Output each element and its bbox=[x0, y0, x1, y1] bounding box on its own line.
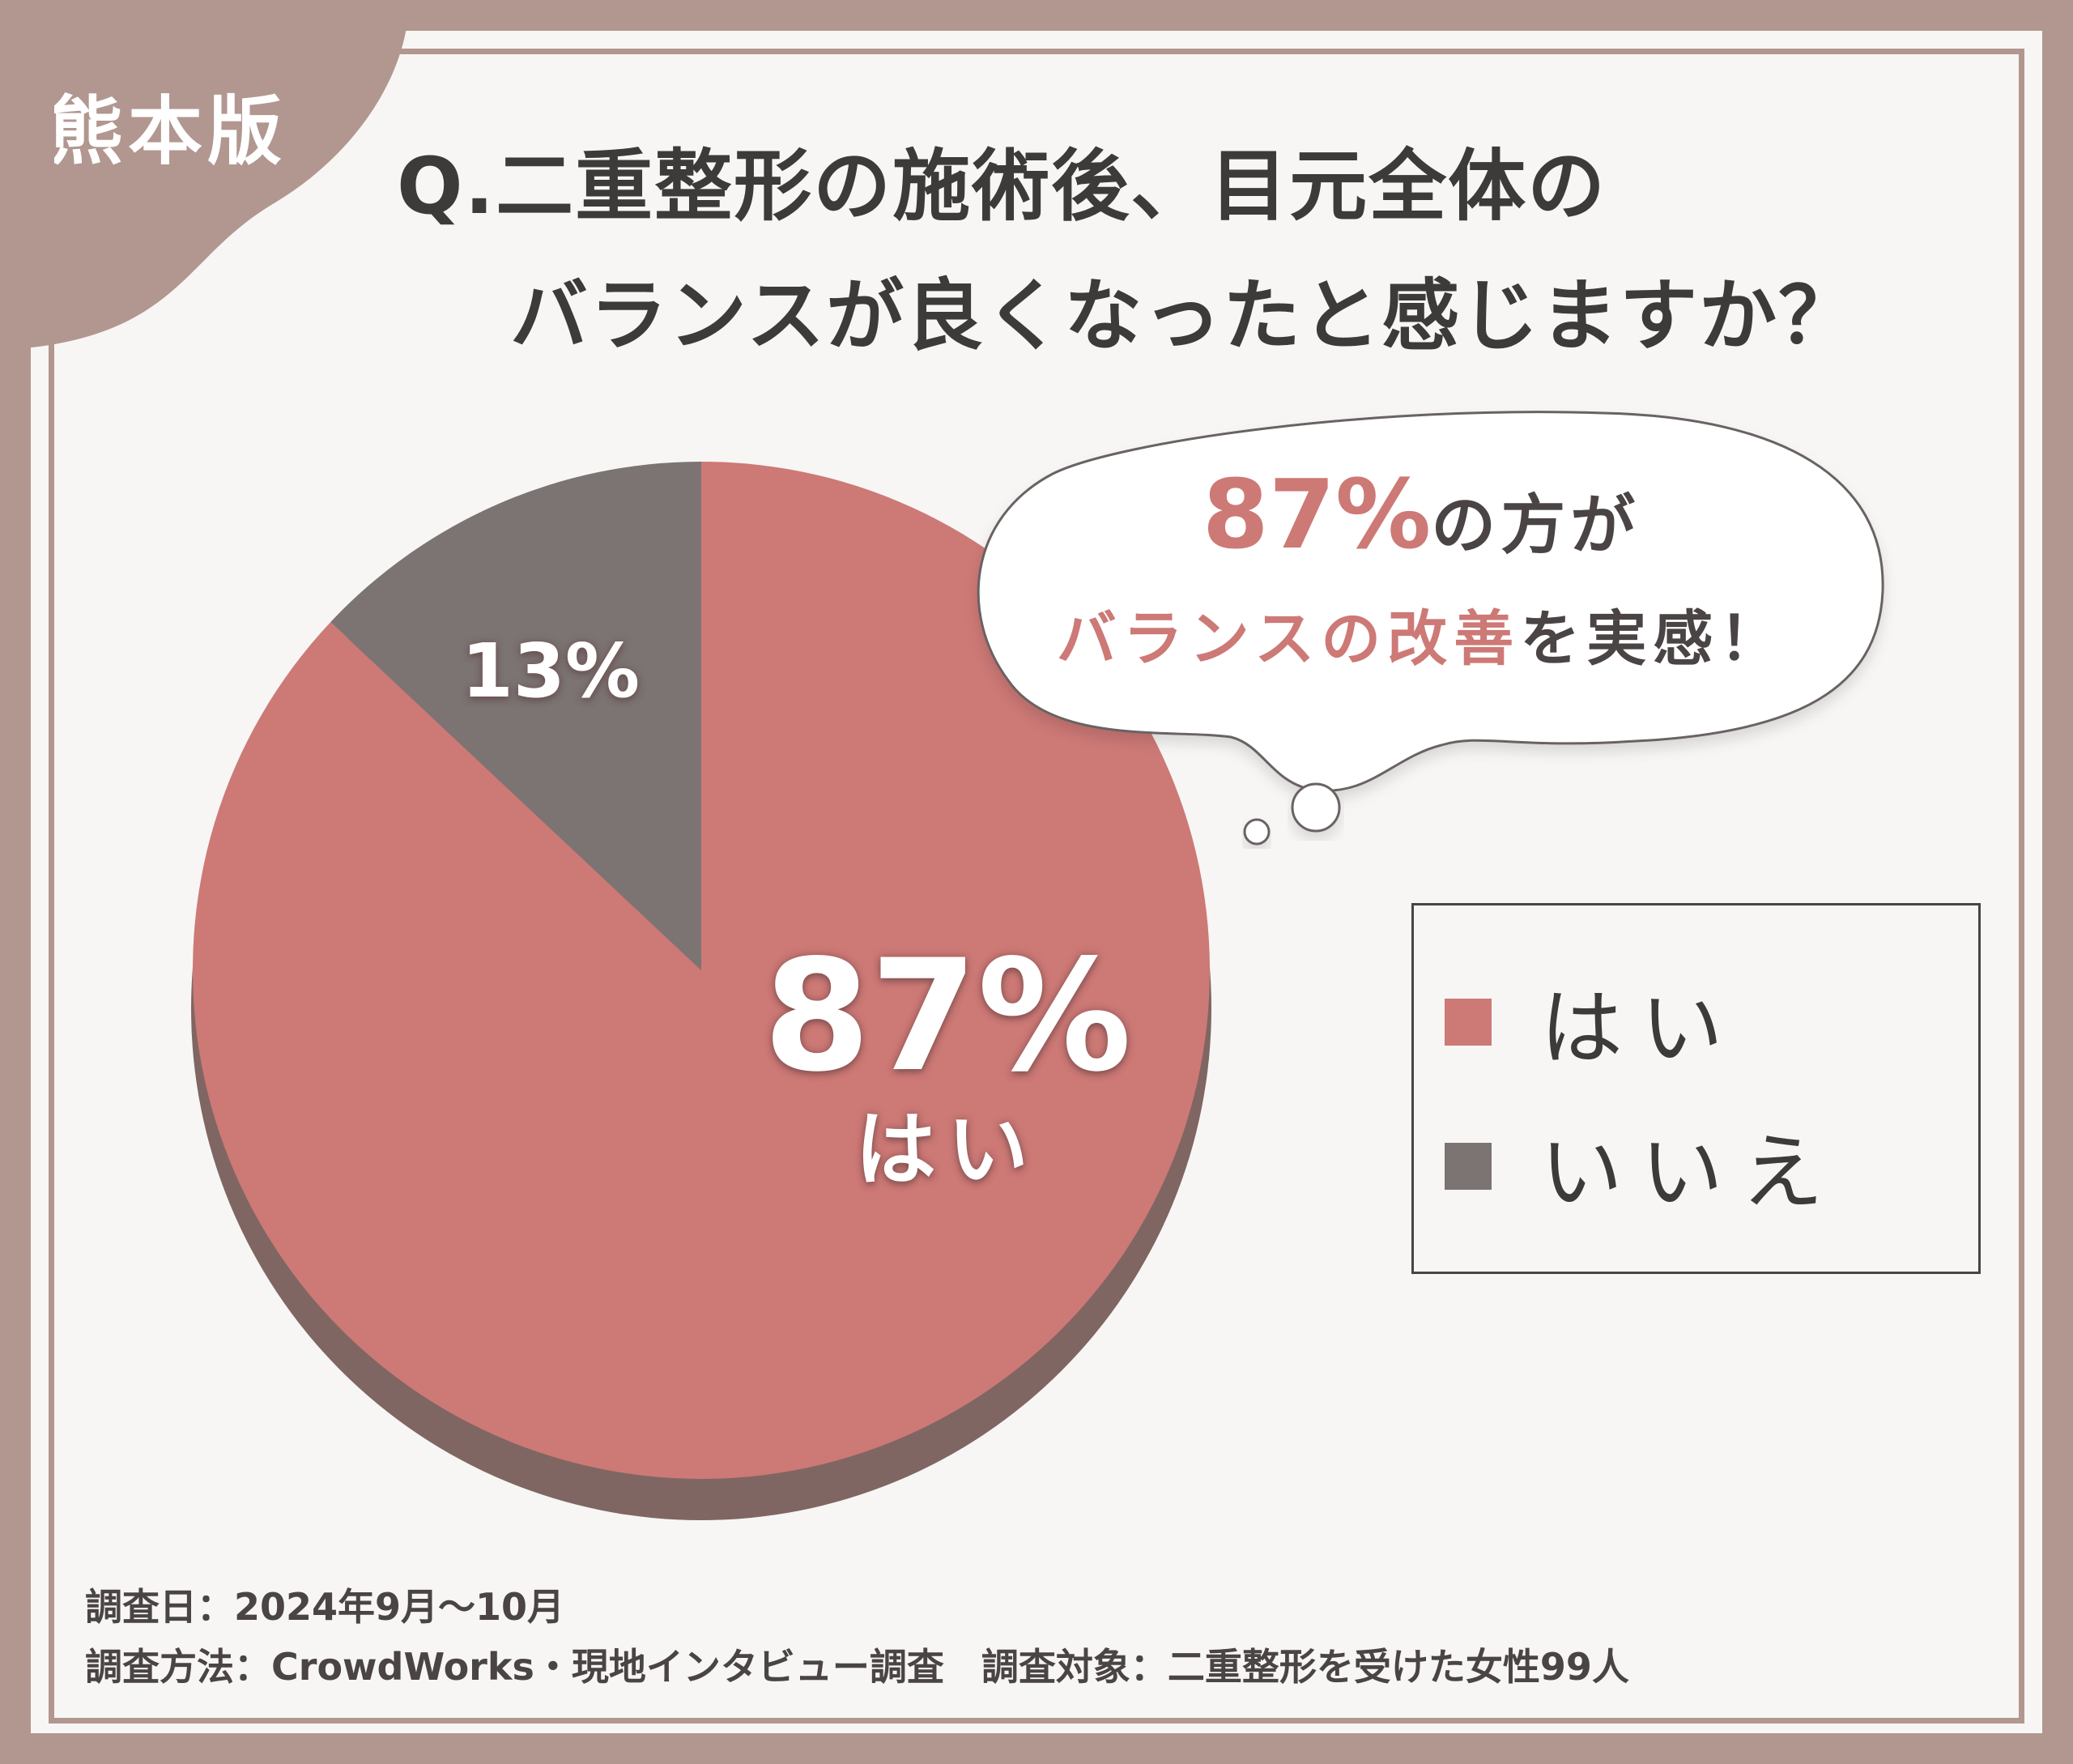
bubble-text: 87%の方が バランスの改善を実感！ bbox=[964, 454, 1879, 692]
footer-survey-method: 調査方法：CrowdWorks・現地インタビュー調査 調査対象：二重整形を受けた… bbox=[85, 1645, 1629, 1689]
title-line-1: Q.二重整形の施術後、目元全体の bbox=[397, 141, 1607, 232]
title-line-2: バランスが良くなったと感じますか？ bbox=[510, 271, 1858, 361]
legend-swatch-yes bbox=[1445, 998, 1492, 1046]
bubble-line-2-rest: を実感！ bbox=[1520, 604, 1786, 674]
footer-survey-date: 調査日：2024年9月～10月 bbox=[85, 1585, 565, 1629]
slice-label-no: 13% bbox=[461, 628, 641, 714]
pie-slice-yes bbox=[192, 462, 1210, 1480]
legend-label-yes: はい bbox=[1540, 981, 1741, 1077]
legend-item-no: いいえ bbox=[1445, 1106, 1841, 1225]
bubble-shape bbox=[977, 411, 1884, 792]
bubble-percent: 87% bbox=[1202, 458, 1432, 570]
legend-swatch-no bbox=[1445, 1142, 1492, 1190]
slice-label-yes-value: 87% bbox=[763, 927, 1132, 1106]
slice-label-yes-category: はい bbox=[855, 1102, 1040, 1197]
bubble-dot-small bbox=[1243, 818, 1271, 846]
chart-title: Q.二重整形の施術後、目元全体の バランスが良くなったと感じますか？ bbox=[397, 121, 2049, 381]
corner-decoration bbox=[0, 0, 409, 350]
bubble-line-1-rest: の方が bbox=[1431, 488, 1641, 563]
bubble-highlight: バランスの改善 bbox=[1056, 604, 1521, 674]
bubble-line-1: 87%の方が bbox=[964, 454, 1879, 586]
legend-label-no: いいえ bbox=[1540, 1125, 1841, 1221]
pie-slice-no bbox=[330, 462, 701, 970]
bubble-line-2: バランスの改善を実感！ bbox=[964, 586, 1879, 692]
legend-item-yes: はい bbox=[1445, 962, 1741, 1081]
legend: はい いいえ bbox=[1411, 903, 1981, 1274]
region-badge: 熊本版 bbox=[49, 88, 287, 175]
bubble-dot-large bbox=[1291, 782, 1341, 833]
slice-label-yes: 87% はい bbox=[704, 931, 1190, 1199]
